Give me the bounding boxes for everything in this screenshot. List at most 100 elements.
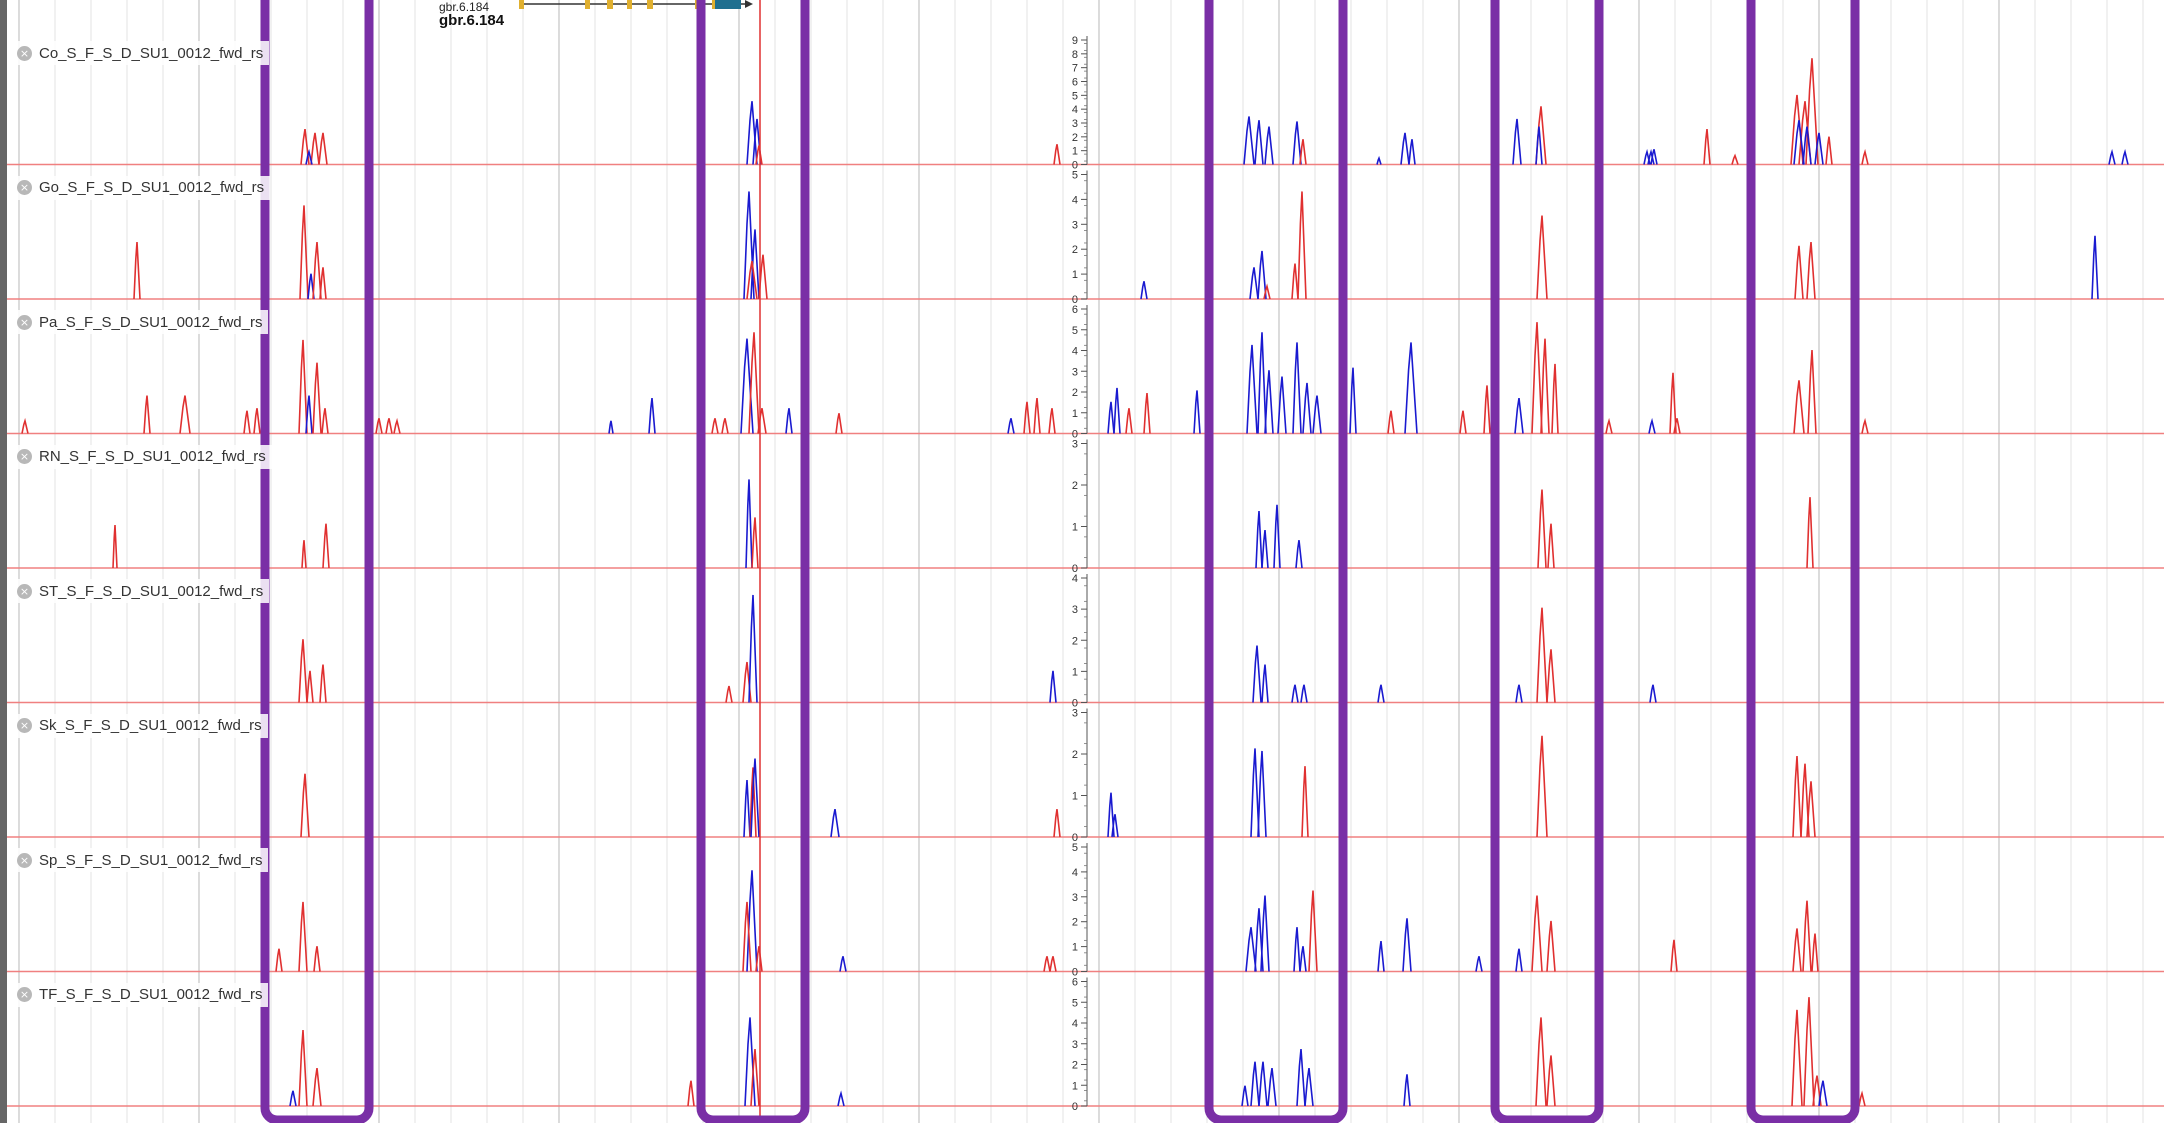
- exon-block: [712, 0, 716, 9]
- signal-peak: [1515, 948, 1523, 972]
- signal-peak: [1459, 410, 1467, 434]
- close-icon[interactable]: ×: [17, 852, 32, 868]
- signal-peak: [1349, 367, 1357, 434]
- signal-peak: [312, 1067, 322, 1107]
- y-tick-label: 1: [1072, 1080, 1078, 1092]
- close-icon[interactable]: ×: [17, 180, 32, 195]
- y-tick-label: 0: [1072, 160, 1078, 172]
- signal-peak: [289, 1090, 297, 1107]
- signal-peak: [1535, 1017, 1547, 1107]
- track[interactable]: 0 1 2 3 4 56 7 8 9: [7, 35, 2164, 172]
- y-tick-label: 1: [1072, 146, 1078, 158]
- signal-peak: [1302, 382, 1312, 434]
- signal-peak: [1546, 920, 1556, 972]
- y-tick-label: 3: [1072, 118, 1078, 130]
- signal-peak: [749, 767, 757, 838]
- close-icon[interactable]: ×: [17, 718, 32, 733]
- signal-peak: [1402, 918, 1412, 972]
- signal-peak: [1291, 684, 1299, 703]
- signal-peak: [1295, 540, 1303, 569]
- track-name: ST_S_F_S_D_SU1_0012_fwd_rs: [39, 582, 264, 600]
- signal-peak: [1515, 684, 1523, 703]
- y-tick-label: 6: [1072, 977, 1078, 989]
- track[interactable]: 0 1 2 3: [7, 708, 2164, 845]
- signal-peak: [253, 408, 261, 434]
- signal-peak: [1475, 956, 1483, 972]
- track[interactable]: 0 1 2 3 4 5: [7, 170, 2164, 307]
- signal-peak: [1387, 410, 1395, 434]
- window-left-edge: [0, 0, 7, 1123]
- signal-peak: [1546, 649, 1556, 703]
- signal-peak: [1807, 349, 1817, 434]
- signal-peak: [1140, 281, 1148, 300]
- signal-peak: [1249, 267, 1259, 300]
- track-name: RN_S_F_S_D_SU1_0012_fwd_rs: [39, 448, 266, 465]
- y-tick-label: 2: [1072, 132, 1078, 144]
- track[interactable]: 0 1 2 3: [7, 439, 2164, 576]
- signal-peak: [1243, 116, 1255, 165]
- signal-peak: [742, 901, 752, 972]
- track[interactable]: 0 1 2 3 4 5: [7, 842, 2164, 979]
- gene-label[interactable]: gbr.6.184: [439, 0, 490, 14]
- signal-peak: [1648, 417, 1656, 434]
- signal-peak: [1794, 245, 1804, 300]
- y-tick-label: 3: [1072, 708, 1078, 720]
- gene-model[interactable]: [519, 0, 753, 9]
- track-area[interactable]: 0123456789012345012345601230123401230123…: [7, 0, 2164, 1123]
- signal-peak: [1540, 338, 1550, 434]
- signal-peak: [133, 242, 141, 300]
- signal-peak: [1806, 781, 1816, 838]
- signal-peak: [300, 128, 310, 165]
- highlight-box: [1490, 0, 1604, 1123]
- signal-peak: [375, 418, 383, 434]
- y-tick-label: 5: [1072, 842, 1078, 854]
- signal-peak: [745, 479, 753, 569]
- track-name: Go_S_F_S_D_SU1_0012_fwd_rs: [39, 179, 265, 196]
- signal-peak: [322, 523, 330, 569]
- gene-name[interactable]: gbr.6.184: [439, 12, 505, 29]
- signal-peak: [1263, 283, 1271, 300]
- signal-peak: [1299, 139, 1307, 165]
- track[interactable]: 0 1 2 3 4: [7, 573, 2164, 710]
- signal-peak: [1049, 956, 1057, 972]
- signal-peak: [298, 1030, 308, 1107]
- signal-peak: [1007, 418, 1015, 434]
- y-tick-label: 5: [1072, 325, 1078, 337]
- signal-peak: [385, 418, 393, 434]
- track[interactable]: 0 1 2 3 4 5 6: [7, 304, 2164, 441]
- y-tick-label: 5: [1072, 90, 1078, 102]
- track-label: × Pa_S_F_S_D_SU1_0012_fwd_rs: [13, 310, 269, 334]
- signal-peak: [318, 132, 328, 165]
- signal-peak: [301, 540, 307, 569]
- signal-peak: [1825, 136, 1833, 165]
- track[interactable]: 0 1 2 3 4 5 6: [7, 977, 2164, 1114]
- signal-peak: [1669, 372, 1677, 434]
- signal-peak: [1811, 933, 1819, 972]
- signal-peak: [1483, 385, 1491, 434]
- signal-peak: [835, 413, 843, 434]
- signal-peak: [1551, 363, 1559, 434]
- close-icon[interactable]: ×: [17, 314, 32, 330]
- close-icon[interactable]: ×: [17, 583, 32, 599]
- signal-peak: [1257, 250, 1267, 300]
- signal-peak: [1805, 58, 1819, 165]
- y-tick-label: 7: [1072, 63, 1078, 75]
- signal-peak: [1377, 941, 1385, 972]
- signal-peak: [748, 332, 760, 434]
- close-icon[interactable]: ×: [17, 987, 32, 1002]
- track-label: × Co_S_F_S_D_SU1_0012_fwd_rs: [13, 41, 270, 65]
- signal-peak: [1792, 928, 1802, 972]
- signal-peak: [1546, 1055, 1556, 1107]
- close-icon[interactable]: ×: [17, 449, 32, 464]
- y-tick-label: 2: [1072, 917, 1078, 929]
- signal-peak: [743, 191, 755, 300]
- signal-peak: [305, 148, 313, 165]
- signal-peak: [1023, 401, 1031, 434]
- signal-peak: [310, 132, 320, 165]
- signal-peak: [721, 418, 729, 434]
- signal-peak: [1250, 748, 1260, 838]
- signal-peak: [608, 420, 614, 434]
- close-icon[interactable]: ×: [17, 45, 32, 61]
- exon-block: [585, 0, 590, 9]
